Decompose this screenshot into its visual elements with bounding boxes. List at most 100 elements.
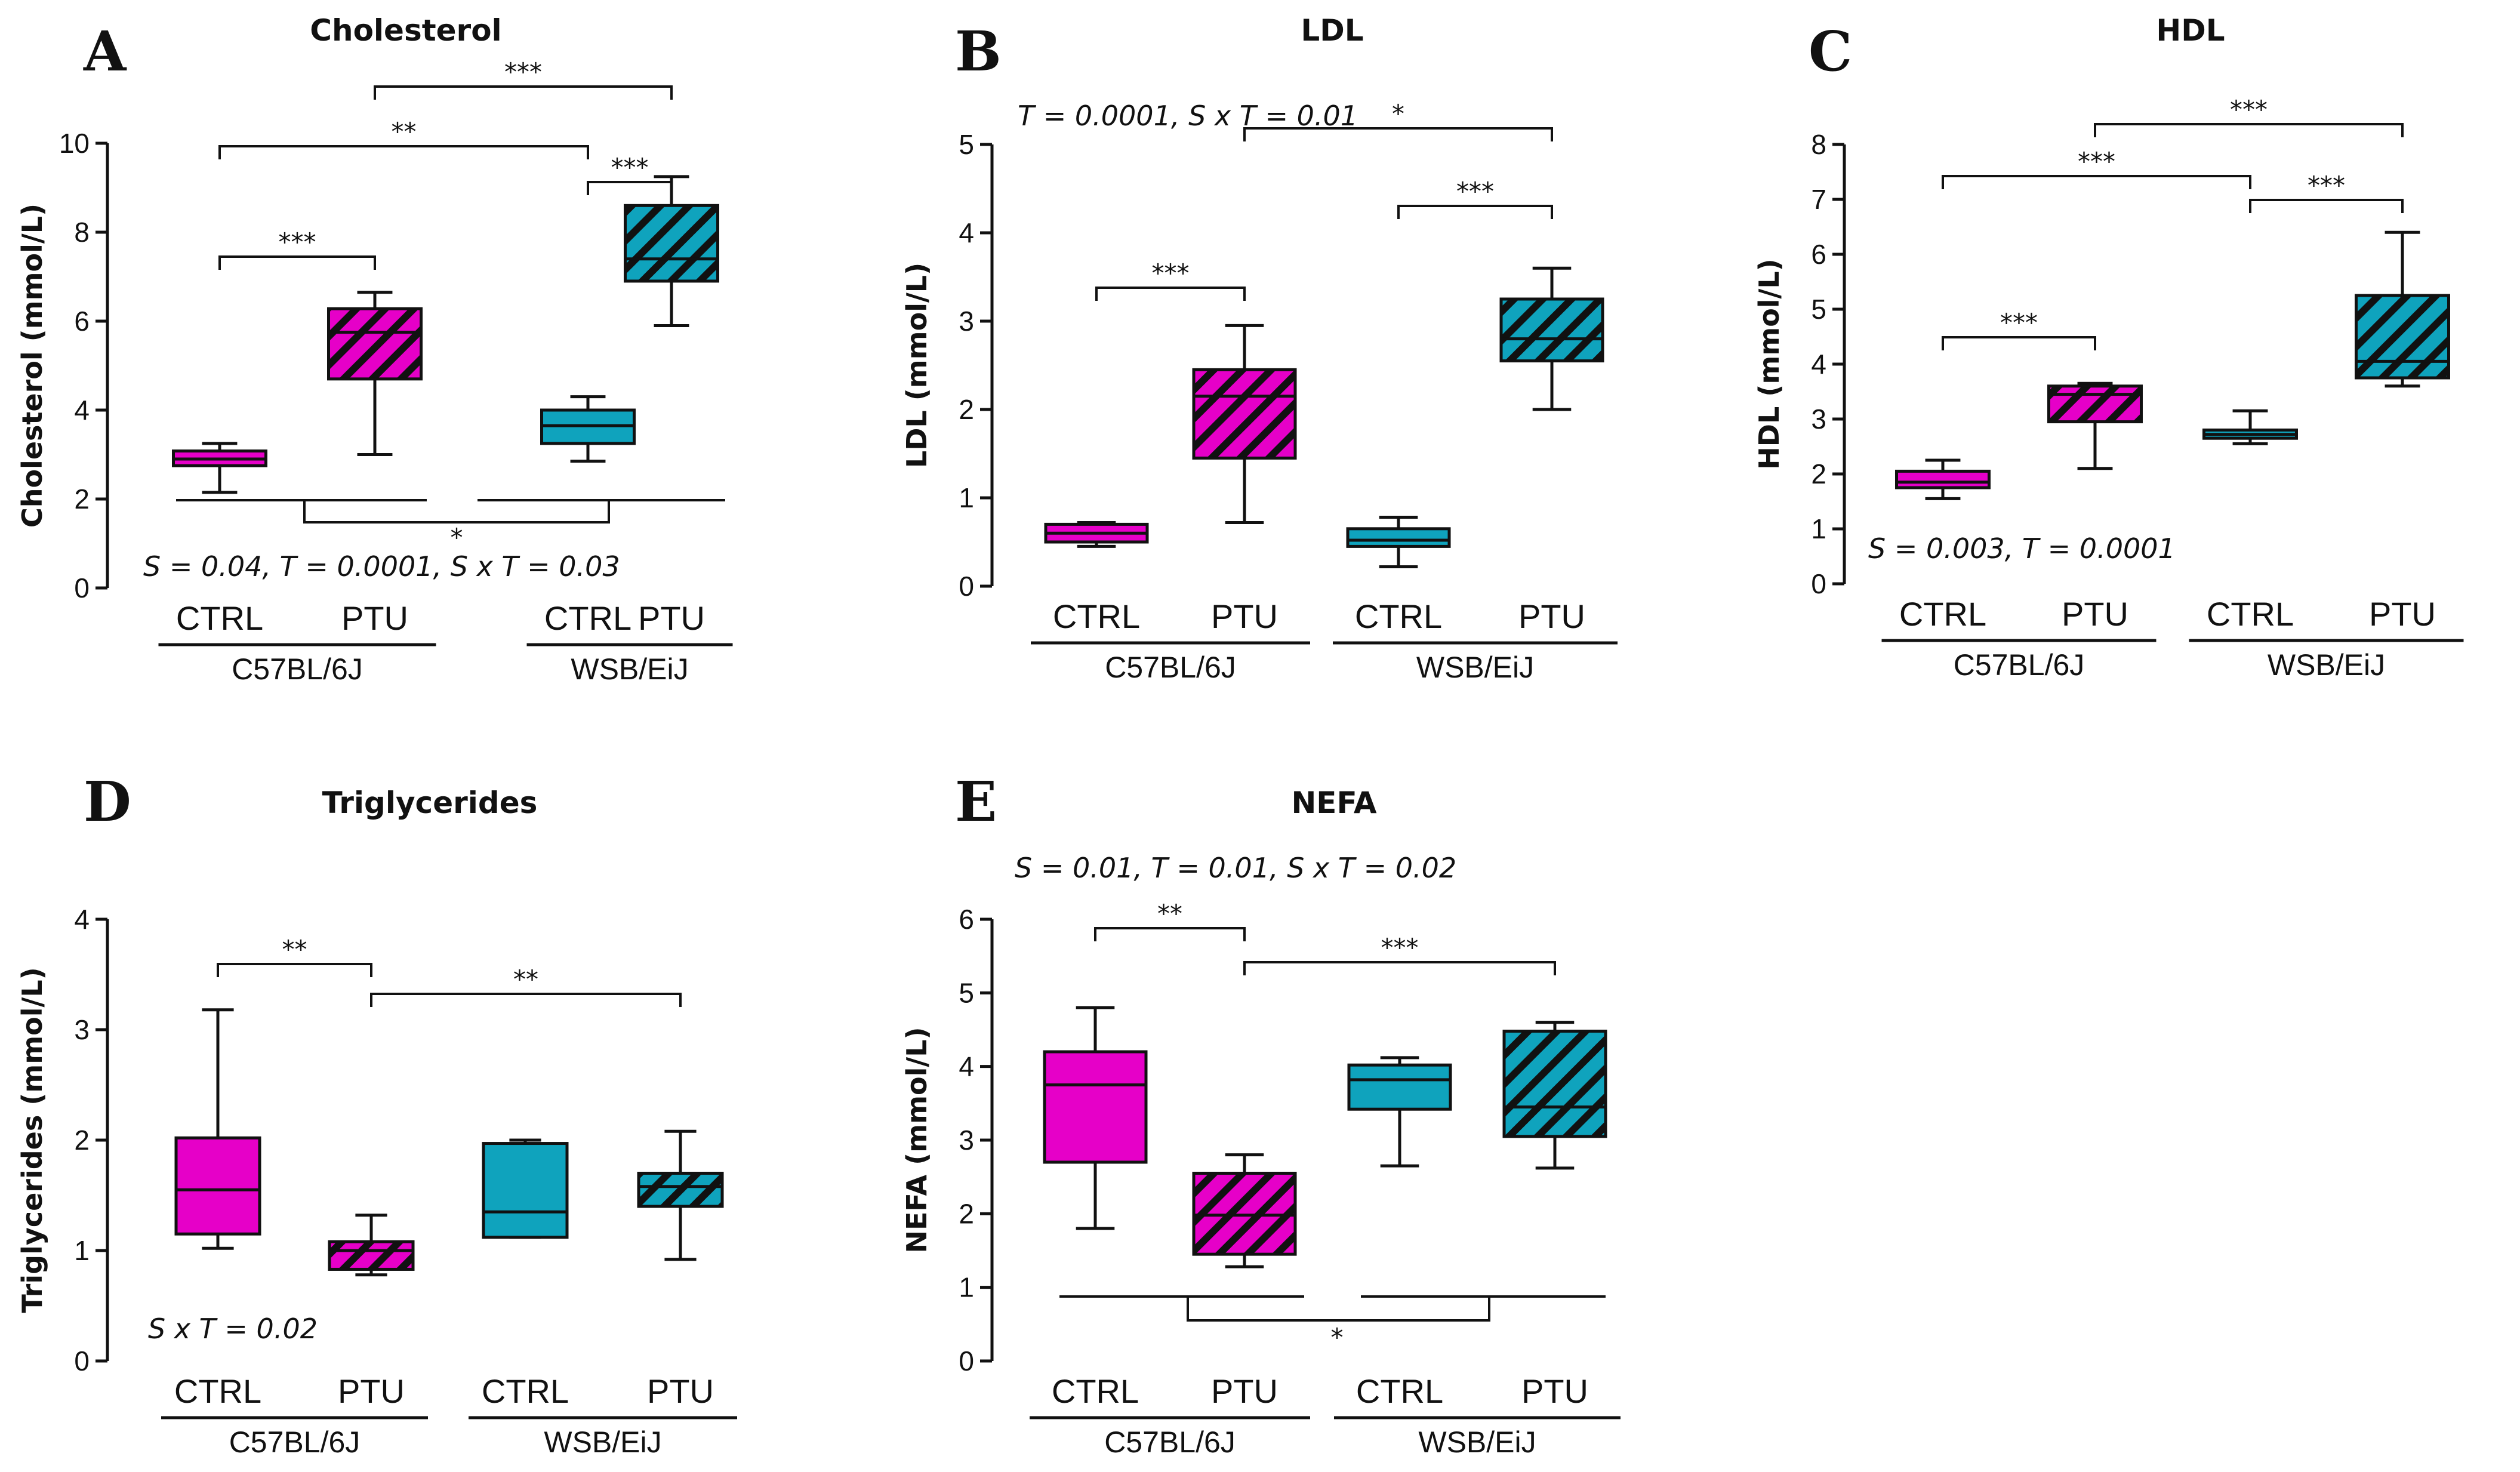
category-label: PTU	[1518, 598, 1585, 635]
y-tick-label: 6	[74, 306, 90, 337]
significance-label: ***	[279, 227, 316, 257]
category-label: CTRL	[1355, 598, 1442, 635]
category-label: PTU	[1521, 1372, 1588, 1410]
box-WSBEiJ-CTRL	[2202, 409, 2298, 445]
box-iqr	[174, 1136, 261, 1236]
y-tick-label: 2	[959, 394, 974, 425]
significance-label: **	[392, 117, 417, 146]
significance-label: ***	[2078, 147, 2115, 176]
y-tick-label: 4	[959, 1051, 974, 1082]
box-C57BL6J-CTRL	[172, 442, 267, 494]
y-tick-label: 3	[74, 1014, 90, 1045]
box-C57BL6J-CTRL	[1895, 458, 1991, 500]
y-tick-label: 0	[1811, 568, 1826, 599]
comparison-bracket	[374, 85, 673, 100]
panel-C: C HDL 0 1 2 3 4 5 6 7 8 HDL (mmol/L) CTRL PTU CTRL PTU C…	[1753, 13, 2464, 682]
significance-label: ***	[611, 153, 649, 182]
box-C57BL6J-PTU	[1192, 324, 1297, 524]
strain-label: WSB/EiJ	[544, 1425, 661, 1459]
panel-title: Cholesterol	[310, 13, 501, 48]
category-label: PTU	[1211, 1372, 1278, 1410]
strain-label: WSB/EiJ	[1418, 1425, 1536, 1459]
box-WSBEiJ-PTU	[624, 175, 719, 327]
category-label: CTRL	[2207, 595, 2294, 633]
strain-label: WSB/EiJ	[1416, 651, 1534, 684]
category-label: CTRL	[176, 599, 263, 637]
y-axis-label: NEFA (mmol/L)	[901, 1027, 933, 1253]
box-WSBEiJ-CTRL	[1347, 1056, 1452, 1168]
y-tick-label: 8	[1811, 129, 1826, 160]
significance-label: ***	[1456, 177, 1494, 206]
significance-label: **	[1157, 899, 1182, 928]
y-tick-label: 1	[74, 1235, 90, 1266]
category-label: PTU	[647, 1372, 714, 1410]
y-axis-label: Triglycerides (mmol/L)	[16, 967, 48, 1313]
panel-letter: C	[1809, 19, 1852, 84]
y-tick-label: 0	[959, 1345, 974, 1376]
strain-label: C57BL/6J	[1104, 1425, 1236, 1459]
comparison-bracket	[1094, 927, 1246, 941]
category-label: CTRL	[544, 599, 631, 637]
y-tick-label: 4	[74, 395, 90, 426]
box-iqr	[2355, 294, 2450, 380]
category-label: PTU	[2062, 595, 2128, 633]
y-tick-label: 7	[1811, 184, 1826, 215]
significance-label: ***	[1381, 933, 1419, 962]
panel-title: HDL	[2156, 13, 2225, 48]
category-label: CTRL	[1053, 598, 1140, 635]
significance-label: **	[513, 965, 538, 994]
y-tick-label: 2	[1811, 458, 1826, 489]
y-axis-label: HDL (mmol/L)	[1753, 258, 1785, 469]
comparison-bracket	[2094, 123, 2404, 137]
panel-D: D Triglycerides 0 1 2 3 4 Triglycerides (mmol/L…	[16, 769, 737, 1459]
significance-label: *	[1392, 99, 1404, 128]
significance-label: ***	[2230, 95, 2268, 124]
y-tick-label: 6	[1811, 239, 1826, 270]
y-tick-label: 0	[74, 572, 90, 603]
box-WSBEiJ-CTRL	[482, 1138, 569, 1239]
significance-label: ***	[2308, 171, 2345, 200]
category-label: CTRL	[174, 1372, 261, 1410]
comparison-bracket	[1942, 336, 2096, 350]
box-WSBEiJ-CTRL	[540, 395, 636, 463]
strain-label: C57BL/6J	[1954, 648, 2085, 682]
box-iqr	[328, 1240, 415, 1271]
category-label: PTU	[338, 1372, 405, 1410]
panel-letter: A	[83, 19, 127, 84]
panel-letter: E	[955, 769, 997, 834]
strain-significance-label: *	[451, 523, 463, 552]
y-tick-label: 10	[59, 128, 90, 159]
category-label: CTRL	[1356, 1372, 1443, 1410]
comparison-bracket	[1243, 127, 1553, 141]
comparison-bracket	[218, 255, 376, 270]
strain-label: C57BL/6J	[232, 652, 363, 686]
y-tick-label: 5	[959, 129, 974, 160]
box-iqr	[1502, 1029, 1607, 1138]
stats-text: T = 0.0001, S x T = 0.01	[1018, 100, 1358, 132]
stats-text: S x T = 0.02	[148, 1313, 318, 1345]
stats-text: S = 0.01, T = 0.01, S x T = 0.02	[1015, 852, 1456, 884]
significance-label: **	[282, 935, 307, 964]
y-tick-label: 2	[959, 1198, 974, 1229]
stats-text: S = 0.003, T = 0.0001	[1868, 532, 2176, 565]
y-axis-label: Cholesterol (mmol/L)	[16, 204, 48, 528]
category-label: CTRL	[1899, 595, 1986, 633]
comparison-bracket	[218, 145, 589, 159]
category-label: PTU	[1211, 598, 1278, 635]
strain-label: C57BL/6J	[229, 1425, 361, 1459]
y-tick-label: 3	[1811, 404, 1826, 435]
y-tick-label: 6	[959, 904, 974, 935]
y-tick-label: 0	[74, 1345, 90, 1376]
strain-significance-label: *	[1331, 1323, 1344, 1352]
strain-label: WSB/EiJ	[2268, 648, 2385, 682]
y-tick-label: 4	[74, 904, 90, 935]
box-iqr	[1347, 1063, 1452, 1111]
box-iqr	[637, 1172, 724, 1208]
box-iqr	[1346, 527, 1451, 548]
category-label: PTU	[638, 599, 705, 637]
y-tick-label: 1	[959, 482, 974, 513]
box-C57BL6J-CTRL	[1044, 521, 1149, 548]
box-iqr	[1895, 469, 1991, 489]
